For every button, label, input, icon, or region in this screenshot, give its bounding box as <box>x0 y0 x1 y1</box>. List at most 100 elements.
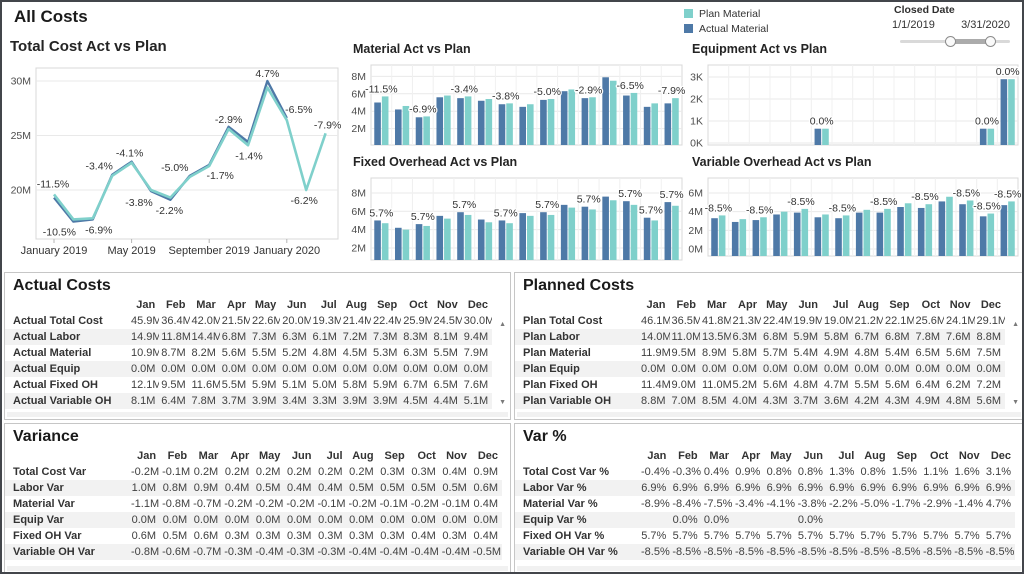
bar-actual[interactable] <box>731 221 739 256</box>
bar-plan[interactable] <box>464 214 472 260</box>
horizontal-scrollbar[interactable] <box>517 566 1021 571</box>
horizontal-scrollbar[interactable] <box>7 412 508 417</box>
bar-actual[interactable] <box>664 202 672 260</box>
bar-plan[interactable] <box>780 211 788 256</box>
bar-actual[interactable] <box>519 213 526 260</box>
bar-plan[interactable] <box>822 128 829 145</box>
bar-plan[interactable] <box>987 213 995 256</box>
bar-actual[interactable] <box>457 212 464 260</box>
bar-plan[interactable] <box>884 208 891 256</box>
bar-plan[interactable] <box>568 89 576 145</box>
bar-actual[interactable] <box>752 220 760 256</box>
bar-plan[interactable] <box>485 99 493 145</box>
bar-actual[interactable] <box>602 77 609 145</box>
bar-plan[interactable] <box>568 207 576 260</box>
bar-plan[interactable] <box>423 225 430 260</box>
bar-actual[interactable] <box>395 109 402 145</box>
scroll-down-icon[interactable]: ▼ <box>499 399 506 406</box>
bar-actual[interactable] <box>477 219 485 260</box>
line-plan[interactable] <box>52 86 327 221</box>
bar-actual[interactable] <box>1000 79 1008 145</box>
scroll-up-icon[interactable]: ▲ <box>1012 321 1019 328</box>
bar-actual[interactable] <box>436 215 444 260</box>
bar-plan[interactable] <box>589 209 596 260</box>
legend-item-actual[interactable]: Actual Material <box>684 21 814 36</box>
bar-plan[interactable] <box>609 200 617 260</box>
bar-plan[interactable] <box>842 215 850 256</box>
bar-actual[interactable] <box>498 104 506 145</box>
bar-plan[interactable] <box>946 196 953 256</box>
bar-plan[interactable] <box>381 223 389 260</box>
bar-actual[interactable] <box>623 95 630 145</box>
bar-actual[interactable] <box>581 98 589 145</box>
bar-plan[interactable] <box>1008 201 1015 256</box>
bar-actual[interactable] <box>540 212 547 260</box>
bar-plan[interactable] <box>925 204 933 256</box>
bar-actual[interactable] <box>814 128 822 145</box>
bar-plan[interactable] <box>402 229 410 260</box>
bar-actual[interactable] <box>897 207 904 256</box>
bar-actual[interactable] <box>374 102 381 146</box>
bar-plan[interactable] <box>739 219 747 256</box>
scroll-up-icon[interactable]: ▲ <box>499 321 506 328</box>
bar-plan[interactable] <box>760 217 767 256</box>
legend-item-plan[interactable]: Plan Material <box>684 6 814 21</box>
bar-actual[interactable] <box>602 196 609 260</box>
bar-actual[interactable] <box>773 214 780 256</box>
date-slider-handle-end[interactable] <box>985 36 996 47</box>
bar-actual[interactable] <box>835 218 842 256</box>
bar-plan[interactable] <box>381 96 389 145</box>
bar-actual[interactable] <box>876 212 884 256</box>
bar-plan[interactable] <box>423 116 430 145</box>
bar-plan[interactable] <box>966 200 974 256</box>
bar-actual[interactable] <box>581 206 589 260</box>
bar-actual[interactable] <box>415 117 423 145</box>
bar-actual[interactable] <box>959 204 966 256</box>
bar-actual[interactable] <box>664 103 672 145</box>
bar-actual[interactable] <box>643 217 651 260</box>
bar-actual[interactable] <box>498 220 506 260</box>
bar-plan[interactable] <box>547 214 555 260</box>
bar-actual[interactable] <box>979 216 987 256</box>
horizontal-scrollbar[interactable] <box>7 566 508 571</box>
bar-plan[interactable] <box>527 104 534 145</box>
bar-plan[interactable] <box>444 95 451 145</box>
line-actual[interactable] <box>53 79 288 223</box>
bar-plan[interactable] <box>904 203 912 256</box>
bar-plan[interactable] <box>527 215 534 260</box>
bar-plan[interactable] <box>485 222 493 260</box>
bar-plan[interactable] <box>672 98 679 145</box>
bar-actual[interactable] <box>436 97 444 145</box>
bar-plan[interactable] <box>863 209 871 256</box>
bar-plan[interactable] <box>630 204 638 260</box>
bar-actual[interactable] <box>540 99 547 145</box>
date-slider-range[interactable] <box>950 39 990 44</box>
bar-plan[interactable] <box>801 208 809 256</box>
bar-plan[interactable] <box>718 215 726 256</box>
bar-plan[interactable] <box>506 223 513 260</box>
bar-plan[interactable] <box>1008 79 1015 145</box>
bar-plan[interactable] <box>630 92 638 145</box>
horizontal-scrollbar[interactable] <box>517 412 1021 417</box>
bar-plan[interactable] <box>651 103 658 145</box>
bar-plan[interactable] <box>589 97 596 145</box>
bar-actual[interactable] <box>979 128 987 145</box>
bar-actual[interactable] <box>560 91 568 145</box>
bar-plan[interactable] <box>822 214 829 256</box>
bar-actual[interactable] <box>395 227 402 260</box>
bar-plan[interactable] <box>651 220 658 260</box>
bar-actual[interactable] <box>560 204 568 260</box>
bar-actual[interactable] <box>415 224 423 260</box>
scroll-down-icon[interactable]: ▼ <box>1012 399 1019 406</box>
bar-plan[interactable] <box>672 205 679 260</box>
bar-actual[interactable] <box>477 100 485 145</box>
bar-actual[interactable] <box>855 212 863 256</box>
bar-actual[interactable] <box>519 106 526 145</box>
bar-actual[interactable] <box>643 106 651 145</box>
bar-plan[interactable] <box>609 80 617 145</box>
bar-plan[interactable] <box>987 128 995 145</box>
bar-actual[interactable] <box>623 201 630 260</box>
bar-actual[interactable] <box>457 98 464 145</box>
bar-plan[interactable] <box>464 96 472 145</box>
bar-actual[interactable] <box>917 207 925 256</box>
